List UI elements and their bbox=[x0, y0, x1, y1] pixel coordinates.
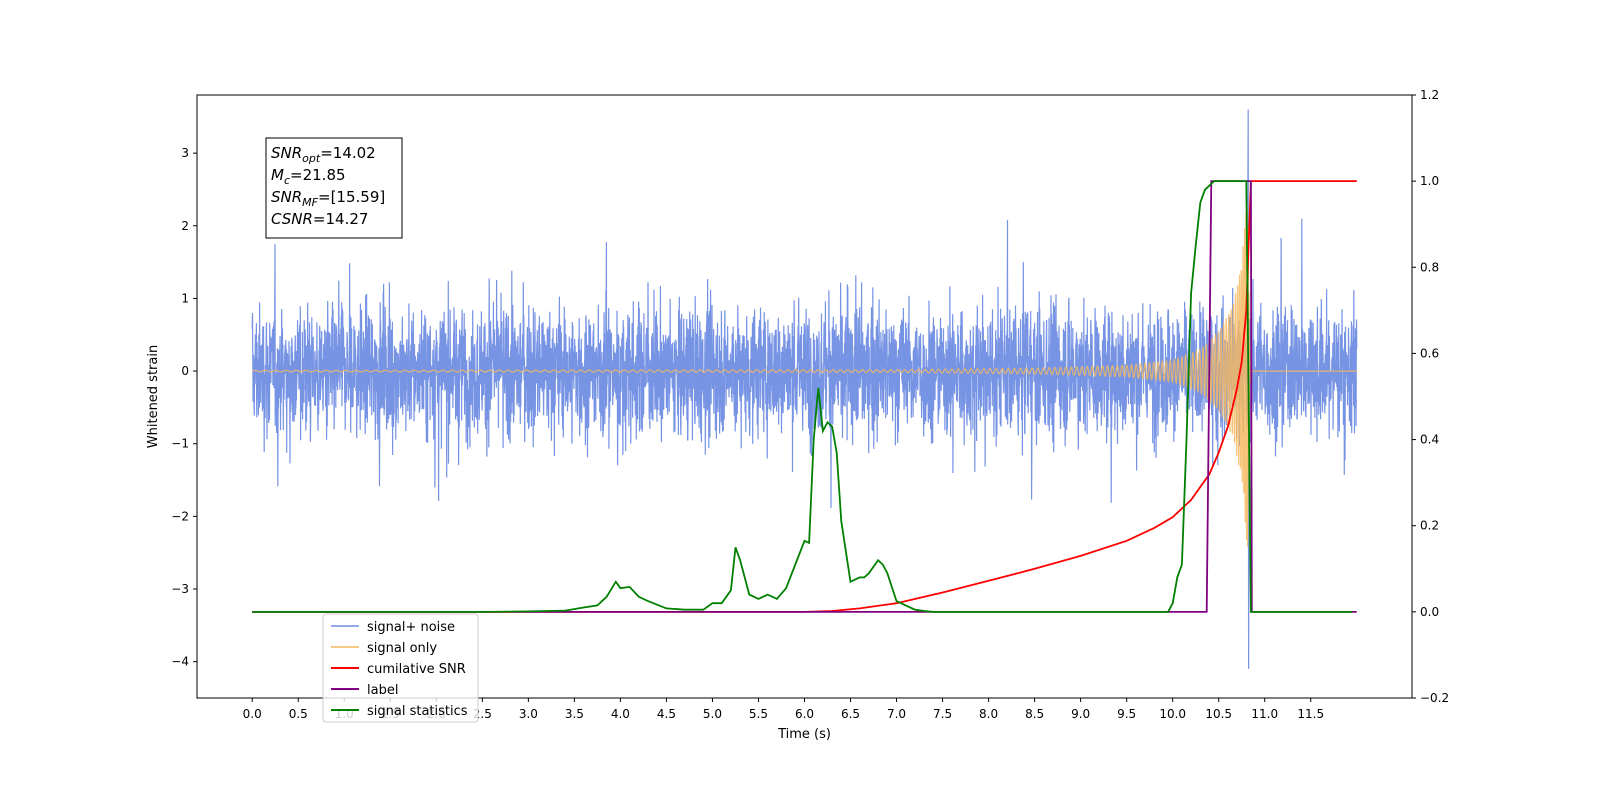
y-axis-right-ticks: −0.2 0.0 0.2 0.4 0.6 0.8 1.0 1.2 bbox=[1412, 88, 1449, 705]
x-tick-label: 9.0 bbox=[1071, 707, 1090, 721]
y-right-tick-label: 1.2 bbox=[1420, 88, 1439, 102]
legend-entry-label: signal+ noise bbox=[367, 620, 455, 635]
series-signal-statistics bbox=[252, 180, 1353, 613]
x-tick-label: 8.5 bbox=[1025, 707, 1044, 721]
y-axis-left-ticks: −4 −3 −2 −1 0 1 2 3 bbox=[171, 146, 197, 669]
x-tick-label: 9.5 bbox=[1117, 707, 1136, 721]
y-right-tick-label: 0.8 bbox=[1420, 260, 1439, 274]
annotation-line: Mc=21.85 bbox=[271, 166, 346, 187]
x-tick-label: 6.5 bbox=[841, 707, 860, 721]
y-left-tick-label: 2 bbox=[181, 219, 189, 233]
x-tick-label: 6.0 bbox=[795, 707, 814, 721]
y-right-tick-label: 0.2 bbox=[1420, 519, 1439, 533]
x-axis-label: Time (s) bbox=[777, 727, 831, 742]
legend: signal+ noise signal only cumilative SNR la… bbox=[322, 613, 479, 723]
annotation-box-frame bbox=[265, 137, 403, 239]
y-right-tick-label: 0.4 bbox=[1420, 433, 1439, 447]
y-left-tick-label: 1 bbox=[181, 291, 189, 305]
y-left-tick-label: −4 bbox=[171, 655, 189, 669]
x-tick-label: 10.5 bbox=[1205, 707, 1232, 721]
y-left-tick-label: −1 bbox=[171, 437, 189, 451]
y-right-tick-label: 1.0 bbox=[1420, 174, 1439, 188]
x-tick-label: 3.0 bbox=[519, 707, 538, 721]
y-right-tick-label: 0.6 bbox=[1420, 346, 1439, 360]
x-tick-label: 8.0 bbox=[979, 707, 998, 721]
metrics-annotation-box: SNRopt=14.02Mc=21.85SNRMF=[15.59]CSNR=14… bbox=[265, 137, 403, 239]
x-tick-label: 0.0 bbox=[243, 707, 262, 721]
x-tick-label: 7.0 bbox=[887, 707, 906, 721]
x-tick-label: 0.5 bbox=[289, 707, 308, 721]
y-left-tick-label: 3 bbox=[181, 146, 189, 160]
x-tick-label: 11.0 bbox=[1251, 707, 1278, 721]
x-tick-label: 7.5 bbox=[933, 707, 952, 721]
x-tick-label: 4.0 bbox=[611, 707, 630, 721]
legend-entry-label: label bbox=[367, 683, 398, 698]
series-signal-only bbox=[251, 204, 1357, 547]
x-tick-label: 3.5 bbox=[565, 707, 584, 721]
x-tick-label: 5.5 bbox=[749, 707, 768, 721]
y-right-tick-label: 0.0 bbox=[1420, 605, 1439, 619]
legend-frame bbox=[322, 613, 479, 723]
annotation-line: SNRMF=[15.59] bbox=[271, 188, 385, 209]
x-tick-label: 5.0 bbox=[703, 707, 722, 721]
x-tick-label: 11.5 bbox=[1297, 707, 1324, 721]
legend-entry-label: signal only bbox=[367, 641, 437, 656]
y-left-tick-label: −2 bbox=[171, 509, 189, 523]
x-tick-label: 10.0 bbox=[1159, 707, 1186, 721]
annotation-line: CSNR=14.27 bbox=[271, 210, 368, 228]
y-axis-label: Whitened strain bbox=[146, 345, 161, 448]
legend-entry-label: cumilative SNR bbox=[367, 662, 466, 677]
y-left-tick-label: 0 bbox=[181, 364, 189, 378]
y-left-tick-label: −3 bbox=[171, 582, 189, 596]
legend-entry-label: signal statistics bbox=[367, 704, 468, 719]
annotation-line: SNRopt=14.02 bbox=[271, 144, 376, 165]
y-right-tick-label: −0.2 bbox=[1420, 691, 1449, 705]
plot-area bbox=[251, 109, 1358, 669]
x-tick-label: 4.5 bbox=[657, 707, 676, 721]
